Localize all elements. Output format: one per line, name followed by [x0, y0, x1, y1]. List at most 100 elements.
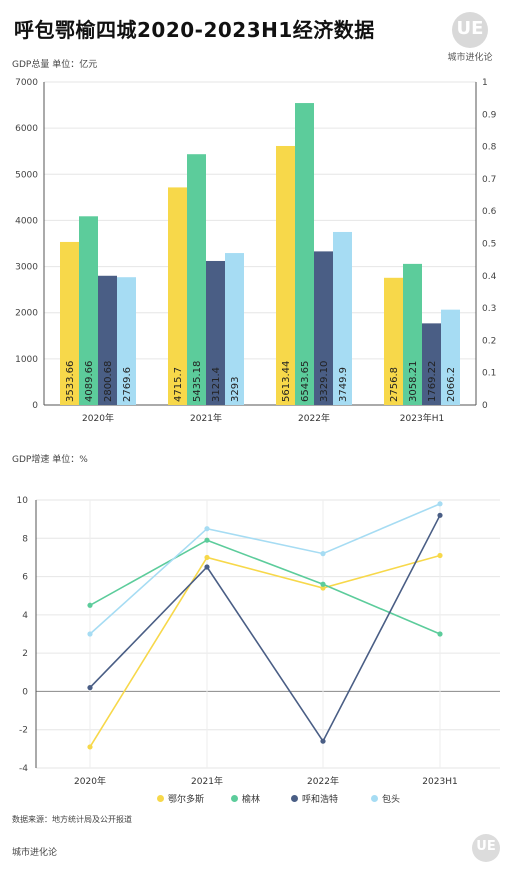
y2-tick-label: 0.1 — [482, 369, 496, 379]
bar — [314, 251, 333, 405]
y-tick-label: 2000 — [15, 309, 38, 319]
data-point — [320, 585, 326, 591]
series-line — [89, 554, 441, 748]
legend-swatch — [371, 795, 378, 802]
x-tick-label: 2020年 — [74, 775, 106, 787]
y-tick-label: 0 — [22, 687, 28, 697]
bar — [441, 309, 460, 405]
legend-label: 包头 — [382, 795, 401, 805]
footer-logo-icon: UE — [472, 834, 500, 862]
y-tick-label: 2 — [22, 649, 28, 659]
data-source: 数据来源：地方统计局及公开报道 — [12, 815, 132, 824]
bar-value-label: 2756.8 — [389, 367, 400, 402]
legend-item: 包头 — [371, 792, 400, 805]
bar — [384, 277, 403, 405]
bar-value-label: 2066.2 — [446, 367, 457, 402]
y2-tick-label: 0.8 — [482, 143, 497, 153]
y2-tick-label: 0.3 — [482, 304, 496, 314]
series-line — [89, 539, 441, 635]
y-tick-label: 4000 — [15, 216, 38, 226]
legend-item: 呼和浩特 — [291, 792, 338, 805]
y2-tick-label: 1 — [482, 78, 488, 88]
data-point — [320, 738, 326, 744]
bar — [187, 154, 206, 405]
chart-legend: 鄂尔多斯 榆林 呼和浩特 包头 — [0, 792, 512, 806]
y2-tick-label: 0.2 — [482, 336, 496, 346]
y2-tick-label: 0.4 — [482, 272, 497, 282]
data-point — [437, 501, 443, 507]
y-tick-label: 5000 — [15, 170, 38, 180]
bar-value-label: 3293 — [230, 377, 241, 402]
data-point — [437, 552, 443, 559]
x-tick-label: 2023年H1 — [400, 412, 444, 424]
y-tick-label: 1000 — [15, 355, 38, 365]
bar-value-label: 2769.6 — [122, 367, 133, 402]
bar — [79, 216, 98, 405]
bar-value-label: 3121.4 — [211, 367, 222, 402]
x-tick-label: 2021年 — [191, 775, 223, 787]
data-point — [87, 631, 93, 637]
data-point — [204, 564, 210, 570]
bar — [295, 103, 314, 406]
y-tick-label: -4 — [19, 764, 28, 774]
legend-label: 鄂尔多斯 — [168, 795, 205, 805]
bar-value-label: 3533.66 — [65, 361, 76, 402]
growth-unit-label: GDP增速 单位：% — [12, 455, 88, 465]
gdp-bar-chart: 0 1000 2000 3000 4000 5000 6000 7000 0 0.1 0.2 0.3 0… — [15, 78, 497, 424]
bar — [206, 260, 225, 405]
footer-brand: 城市进化论 — [12, 848, 58, 858]
legend-swatch — [291, 795, 298, 802]
y2-tick-label: 0 — [482, 401, 488, 411]
y-tick-label: -2 — [19, 726, 28, 736]
legend-item: 榆林 — [231, 792, 260, 805]
footer-logo-text: UE — [476, 839, 496, 854]
bar-value-label: 4715.7 — [173, 367, 184, 402]
data-point — [320, 581, 326, 587]
x-tick-label: 2022年 — [307, 775, 339, 787]
x-tick-label: 2022年 — [298, 412, 330, 424]
bar-value-label: 5435.18 — [192, 361, 203, 402]
data-point — [87, 602, 93, 608]
legend-swatch — [157, 795, 164, 802]
y-tick-label: 0 — [32, 401, 38, 411]
data-point — [204, 526, 210, 532]
bar-value-label: 2800.68 — [103, 361, 114, 402]
y-tick-label: 6000 — [15, 124, 38, 134]
series-line — [89, 503, 441, 635]
bar-value-label: 6543.65 — [300, 361, 311, 402]
bar — [117, 277, 136, 405]
y-tick-label: 3000 — [15, 263, 38, 273]
y2-tick-label: 0.5 — [482, 240, 496, 250]
data-point — [437, 631, 443, 637]
data-point — [437, 512, 443, 518]
data-point — [204, 554, 210, 561]
data-point — [204, 537, 210, 543]
y2-tick-label: 0.7 — [482, 175, 496, 185]
logo-text: UE — [456, 18, 484, 39]
y-tick-label: 10 — [17, 496, 29, 506]
chart-title: 呼包鄂榆四城2020-2023H1经济数据 — [14, 18, 375, 42]
bar — [276, 145, 295, 405]
bar-value-label: 3749.9 — [338, 367, 349, 402]
legend-item: 鄂尔多斯 — [157, 792, 204, 805]
bar — [60, 241, 79, 405]
data-point — [87, 685, 93, 691]
x-tick-label: 2020年 — [82, 412, 114, 424]
bar-value-label: 5613.44 — [281, 361, 292, 402]
y-tick-label: 8 — [22, 534, 28, 544]
data-point — [87, 744, 93, 750]
series-line — [89, 514, 441, 743]
legend-label: 榆林 — [242, 795, 261, 805]
y-tick-label: 7000 — [15, 78, 38, 88]
bar — [98, 275, 117, 405]
bar-value-label: 4089.66 — [84, 361, 95, 402]
bar-value-label: 3058.21 — [408, 361, 419, 402]
y2-tick-label: 0.6 — [482, 207, 497, 217]
legend-swatch — [231, 795, 238, 802]
brand-logo-icon: UE — [452, 12, 488, 48]
bar-value-label: 3329.10 — [319, 361, 330, 402]
y-tick-label: 6 — [22, 573, 28, 583]
gdp-unit-label: GDP总量 单位：亿元 — [12, 60, 98, 70]
bar — [422, 323, 441, 405]
